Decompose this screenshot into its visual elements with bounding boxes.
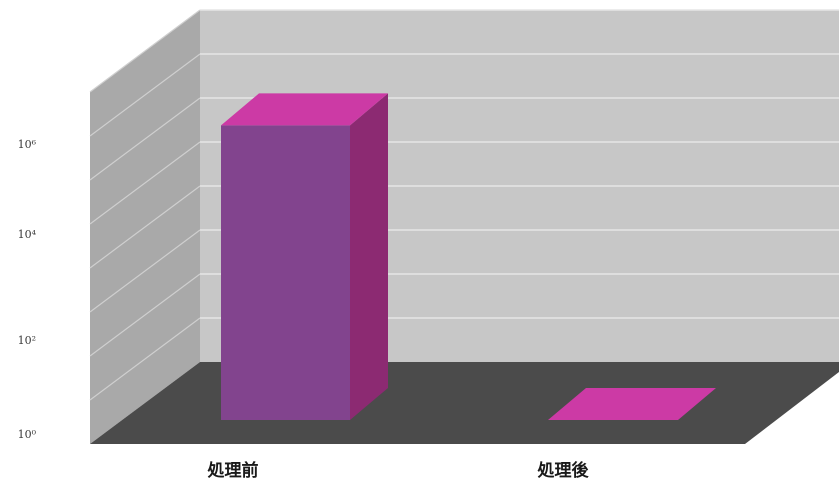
gridline-left-4 bbox=[89, 185, 201, 269]
x-category-label-1: 処理後 bbox=[537, 460, 590, 481]
y-tick-label-1: 10² bbox=[18, 334, 36, 347]
bar-0 bbox=[221, 93, 388, 420]
bar-1 bbox=[548, 388, 716, 420]
bar-top-1 bbox=[548, 388, 716, 420]
y-tick-label-3: 10⁶ bbox=[18, 138, 37, 151]
bars bbox=[221, 93, 716, 420]
gridline-left-2 bbox=[89, 273, 201, 357]
gridline-left-7 bbox=[89, 53, 201, 137]
bar-front-0 bbox=[221, 125, 350, 420]
gridline-left-3 bbox=[89, 229, 201, 313]
x-category-label-0: 処理前 bbox=[207, 460, 259, 481]
y-tick-label-0: 10⁰ bbox=[18, 428, 37, 441]
bar-side-0 bbox=[350, 93, 388, 420]
y-tick-label-2: 10⁴ bbox=[18, 228, 37, 241]
floor bbox=[90, 362, 839, 444]
x-axis-categories: 処理前 処理後 bbox=[207, 460, 590, 481]
y-axis-ticks: 10⁰ 10² 10⁴ 10⁶ bbox=[18, 138, 37, 441]
gridline-left-6 bbox=[89, 97, 201, 181]
gridline-left-5 bbox=[89, 141, 201, 225]
bar-top-0 bbox=[221, 93, 388, 126]
gridline-left-1 bbox=[89, 317, 201, 401]
gridline-left-8 bbox=[89, 9, 201, 93]
